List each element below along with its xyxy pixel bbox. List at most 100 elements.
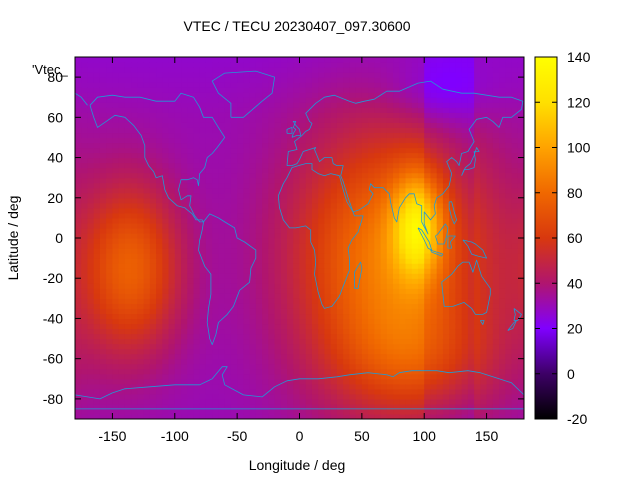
heatmap-cell bbox=[349, 92, 357, 98]
heatmap-cell bbox=[168, 167, 176, 174]
heatmap-cell bbox=[287, 363, 294, 370]
heatmap-cell bbox=[112, 398, 120, 405]
heatmap-cell bbox=[393, 288, 400, 294]
heatmap-cell bbox=[274, 187, 282, 194]
heatmap-cell bbox=[349, 222, 357, 229]
heatmap-cell bbox=[156, 333, 163, 340]
heatmap-cell bbox=[318, 283, 326, 289]
heatmap-cell bbox=[112, 413, 120, 419]
heatmap-cell bbox=[343, 102, 350, 108]
heatmap-cell bbox=[131, 253, 138, 259]
heatmap-cell bbox=[411, 227, 419, 234]
heatmap-cell bbox=[349, 57, 357, 63]
heatmap-cell bbox=[499, 253, 506, 259]
heatmap-cell bbox=[430, 348, 438, 355]
heatmap-cell bbox=[193, 238, 201, 244]
heatmap-cell bbox=[193, 363, 201, 370]
heatmap-cell bbox=[137, 117, 145, 123]
heatmap-cell bbox=[255, 288, 263, 294]
heatmap-cell bbox=[75, 57, 82, 63]
heatmap-cell bbox=[399, 112, 407, 118]
heatmap-cell bbox=[486, 212, 494, 219]
heatmap-cell bbox=[492, 147, 500, 154]
heatmap-cell bbox=[162, 373, 170, 380]
heatmap-cell bbox=[336, 318, 344, 325]
heatmap-cell bbox=[442, 202, 450, 209]
heatmap-cell bbox=[374, 122, 382, 128]
heatmap-cell bbox=[181, 57, 188, 63]
heatmap-cell bbox=[505, 318, 513, 325]
heatmap-cell bbox=[137, 72, 145, 78]
heatmap-cell bbox=[81, 152, 89, 159]
heatmap-cell bbox=[461, 87, 469, 93]
heatmap-cell bbox=[318, 323, 326, 330]
heatmap-cell bbox=[380, 353, 388, 360]
heatmap-cell bbox=[230, 258, 238, 264]
heatmap-cell bbox=[486, 248, 494, 254]
heatmap-cell bbox=[224, 313, 232, 320]
heatmap-cell bbox=[193, 258, 201, 264]
heatmap-cell bbox=[380, 177, 388, 184]
heatmap-cell bbox=[143, 212, 151, 219]
heatmap-cell bbox=[118, 87, 126, 93]
heatmap-cell bbox=[449, 162, 457, 169]
heatmap-cell bbox=[287, 92, 294, 98]
heatmap-cell bbox=[162, 67, 170, 73]
heatmap-cell bbox=[212, 348, 220, 355]
heatmap-cell bbox=[467, 77, 475, 83]
heatmap-cell bbox=[368, 192, 375, 199]
heatmap-cell bbox=[467, 177, 475, 184]
heatmap-cell bbox=[124, 263, 132, 269]
heatmap-cell bbox=[480, 378, 488, 385]
heatmap-cell bbox=[249, 298, 257, 304]
heatmap-cell bbox=[112, 288, 120, 294]
heatmap-cell bbox=[106, 318, 114, 325]
heatmap-cell bbox=[106, 283, 114, 289]
heatmap-cell bbox=[461, 62, 469, 68]
heatmap-cell bbox=[174, 102, 182, 108]
heatmap-cell bbox=[492, 227, 500, 234]
heatmap-cell bbox=[318, 388, 326, 395]
heatmap-cell bbox=[330, 157, 338, 164]
heatmap-cell bbox=[118, 373, 126, 380]
heatmap-cell bbox=[430, 82, 438, 88]
heatmap-cell bbox=[424, 368, 432, 375]
heatmap-cell bbox=[343, 82, 350, 88]
heatmap-cell bbox=[156, 117, 163, 123]
heatmap-cell bbox=[361, 258, 369, 264]
heatmap-cell bbox=[293, 62, 301, 68]
heatmap-cell bbox=[124, 217, 132, 224]
heatmap-cell bbox=[318, 222, 326, 229]
heatmap-cell bbox=[386, 393, 394, 400]
heatmap-cell bbox=[318, 167, 326, 174]
heatmap-cell bbox=[305, 358, 313, 365]
heatmap-cell bbox=[274, 373, 282, 380]
heatmap-cell bbox=[75, 62, 82, 68]
heatmap-cell bbox=[486, 368, 494, 375]
heatmap-cell bbox=[143, 152, 151, 159]
heatmap-cell bbox=[205, 303, 213, 309]
heatmap-cell bbox=[393, 172, 400, 179]
heatmap-cell bbox=[299, 72, 307, 78]
heatmap-cell bbox=[324, 142, 332, 149]
heatmap-cell bbox=[486, 318, 494, 325]
heatmap-cell bbox=[212, 167, 220, 174]
heatmap-cell bbox=[87, 248, 95, 254]
heatmap-cell bbox=[255, 363, 263, 370]
heatmap-cell bbox=[436, 348, 444, 355]
heatmap-cell bbox=[343, 177, 350, 184]
heatmap-cell bbox=[442, 217, 450, 224]
heatmap-cell bbox=[106, 212, 114, 219]
heatmap-cell bbox=[162, 122, 170, 128]
heatmap-cell bbox=[293, 207, 301, 214]
heatmap-cell bbox=[262, 328, 269, 335]
heatmap-cell bbox=[442, 263, 450, 269]
heatmap-cell bbox=[199, 358, 207, 365]
heatmap-cell bbox=[361, 167, 369, 174]
heatmap-cell bbox=[399, 222, 407, 229]
heatmap-cell bbox=[374, 172, 382, 179]
heatmap-cell bbox=[268, 353, 276, 360]
heatmap-cell bbox=[324, 97, 332, 103]
heatmap-cell bbox=[81, 177, 89, 184]
heatmap-cell bbox=[330, 177, 338, 184]
